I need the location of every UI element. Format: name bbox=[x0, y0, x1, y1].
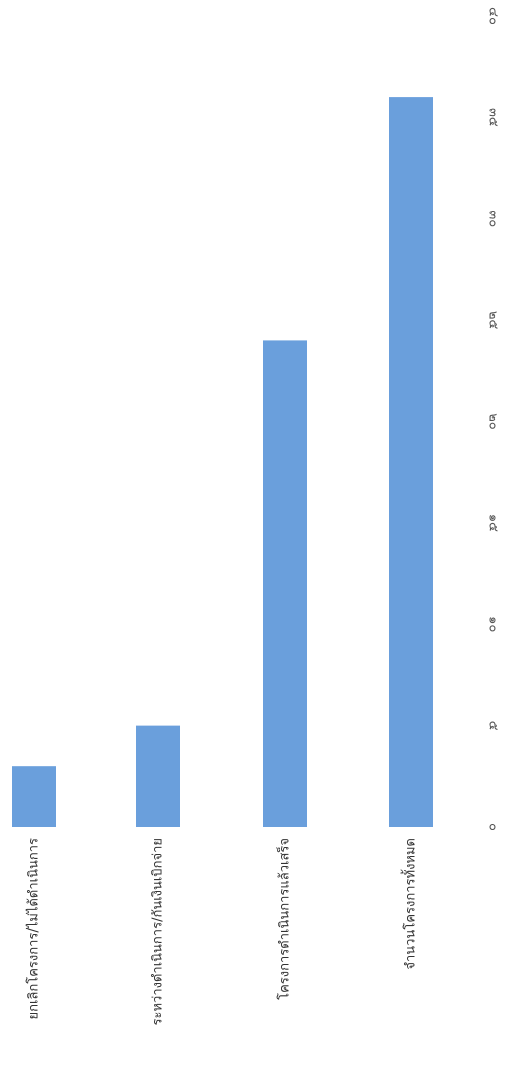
bar bbox=[389, 97, 433, 828]
tick-label: ๑๕ bbox=[486, 514, 501, 532]
tick-label: ๕ bbox=[486, 721, 501, 731]
bar bbox=[263, 340, 307, 827]
tick-label: ๓๕ bbox=[486, 108, 501, 127]
tick-label: ๔๐ bbox=[486, 7, 501, 25]
bars bbox=[12, 97, 433, 828]
category-label: ยกเลิกโครงการ/ไม่ได้ดำเนินการ bbox=[26, 838, 42, 1020]
tick-label: ๐ bbox=[486, 823, 501, 831]
tick-label: ๓๐ bbox=[486, 210, 501, 227]
category-label: จำนวนโครงการทั้งหมด bbox=[401, 838, 419, 970]
bar bbox=[12, 766, 56, 827]
tick-label: ๒๕ bbox=[486, 311, 501, 330]
tick-label: ๒๐ bbox=[486, 413, 501, 430]
bar bbox=[136, 725, 180, 827]
category-label: ระหว่างดำเนินการ/กันเงินเบิกจ่าย bbox=[151, 838, 166, 1026]
category-label: โครงการดำเนินการแล้วเสร็จ bbox=[275, 838, 293, 1000]
tick-label: ๑๐ bbox=[486, 616, 501, 632]
category-axis: ยกเลิกโครงการ/ไม่ได้ดำเนินการ ระหว่างดำเน… bbox=[26, 838, 419, 1026]
value-axis: ๐ ๕ ๑๐ ๑๕ ๒๐ ๒๕ ๓๐ ๓๕ ๔๐ bbox=[486, 7, 501, 831]
